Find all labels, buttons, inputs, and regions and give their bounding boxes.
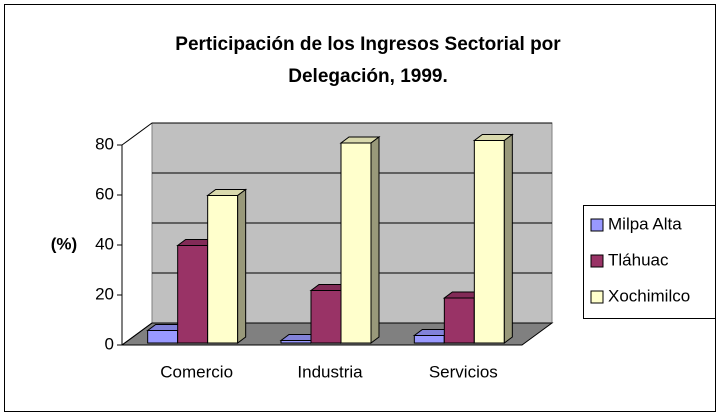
bar-front	[473, 140, 505, 344]
bar-front	[147, 330, 179, 344]
bar	[206, 188, 248, 344]
y-tick-label: 60	[95, 184, 114, 203]
chart-title: Perticipación de los Ingresos Sectorial …	[175, 34, 561, 55]
bar-side	[237, 188, 247, 344]
bar-front	[413, 335, 445, 344]
y-tick-label: 20	[95, 284, 114, 303]
legend-swatch	[590, 254, 604, 268]
bar-front	[310, 290, 342, 344]
bar-side	[503, 133, 513, 345]
y-tick-label: 80	[95, 134, 114, 153]
legend-box	[583, 205, 716, 319]
bar-side	[370, 136, 380, 344]
x-tick-label: Servicios	[429, 362, 498, 381]
bar-front	[177, 245, 209, 344]
legend-label: Milpa Alta	[608, 214, 682, 233]
legend-label: Tláhuac	[608, 250, 669, 269]
legend-label: Xochimilco	[608, 286, 690, 305]
bar-front	[207, 195, 239, 344]
side-edge	[121, 322, 153, 346]
y-tick-label: 0	[105, 334, 114, 353]
bar	[339, 136, 381, 344]
chart-title: Delegación, 1999.	[288, 66, 447, 87]
x-tick-label: Industria	[297, 362, 363, 381]
bar-front	[340, 142, 372, 344]
legend-swatch	[590, 290, 604, 304]
y-axis-label: (%)	[51, 234, 77, 253]
bar	[472, 133, 514, 345]
x-tick-label: Comercio	[160, 362, 233, 381]
y-tick-label: 40	[95, 234, 114, 253]
legend-swatch	[590, 218, 604, 232]
side-edge	[121, 122, 153, 146]
bar-front	[443, 297, 475, 344]
